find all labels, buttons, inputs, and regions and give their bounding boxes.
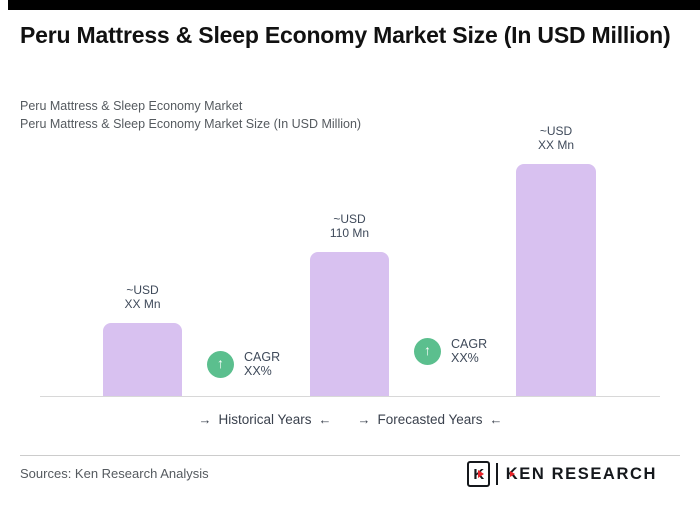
x-axis-baseline [40, 396, 660, 397]
ken-research-logo: K KEN RESEARCH [467, 461, 657, 487]
ken-research-logo-mark-icon: K [467, 461, 491, 487]
logo-divider-bar [496, 463, 498, 485]
chart-subtitle-line2: Peru Mattress & Sleep Economy Market Siz… [20, 117, 362, 131]
bar-group-forecast: ~USD XX Mn [516, 120, 596, 396]
ken-research-logo-text: KEN RESEARCH [504, 465, 657, 484]
bar-historical-start [103, 323, 182, 396]
chart-subtitle-line1: Peru Mattress & Sleep Economy Market [20, 99, 243, 113]
footer-divider [20, 455, 680, 456]
logo-name-text: KEN RESEARCH [505, 464, 657, 483]
bar-label-line2: XX Mn [124, 297, 161, 311]
right-arrow-icon: → [198, 411, 212, 427]
logo-red-triangle-icon [478, 470, 485, 478]
cagr-label: CAGR [451, 337, 488, 351]
bar-forecast [516, 164, 596, 396]
axis-section-historical: → Historical Years ← [170, 410, 360, 428]
cagr-badge-forecast: ↑ CAGR XX% [414, 337, 487, 365]
bar-value-label: ~USD 110 Mn [330, 212, 369, 240]
left-arrow-icon: ← [318, 411, 332, 427]
bar-group-historical-start: ~USD XX Mn [103, 120, 182, 396]
bar-label-line2: XX Mn [537, 138, 574, 152]
page-title: Peru Mattress & Sleep Economy Market Siz… [20, 22, 671, 48]
left-arrow-icon: ← [489, 411, 503, 427]
growth-up-arrow-icon: ↑ [414, 337, 441, 365]
bar-label-line2: 110 Mn [329, 226, 370, 240]
growth-up-arrow-icon: ↑ [207, 350, 234, 378]
bar-value-label: ~USD XX Mn [538, 124, 574, 152]
sources-text: Sources: Ken Research Analysis [20, 466, 209, 481]
chart-subtitle: Peru Mattress & Sleep Economy Market Per… [20, 97, 640, 133]
bar-value-label: ~USD XX Mn [124, 283, 160, 311]
cagr-text: CAGR XX% [451, 337, 487, 365]
cagr-label: CAGR [244, 350, 281, 364]
cagr-text: CAGR XX% [244, 350, 280, 378]
top-accent-bar [8, 0, 700, 10]
cagr-badge-historical: ↑ CAGR XX% [207, 350, 280, 378]
axis-section-forecasted: → Forecasted Years ← [335, 410, 525, 428]
cagr-value: XX% [244, 364, 272, 378]
bar-chart: ~USD XX Mn ~USD 110 Mn ~USD XX Mn ↑ [40, 120, 660, 397]
axis-section-label: Historical Years [218, 411, 312, 427]
bar-label-line1: ~USD [539, 124, 573, 138]
bar-group-historical-end: ~USD 110 Mn [310, 120, 389, 396]
right-arrow-icon: → [357, 411, 371, 427]
bar-label-line1: ~USD [126, 283, 159, 297]
cagr-value: XX% [451, 351, 479, 365]
axis-section-label: Forecasted Years [377, 411, 483, 427]
bar-label-line1: ~USD [333, 212, 366, 226]
bar-historical-end [310, 252, 389, 396]
logo-red-accent-icon [509, 470, 515, 477]
